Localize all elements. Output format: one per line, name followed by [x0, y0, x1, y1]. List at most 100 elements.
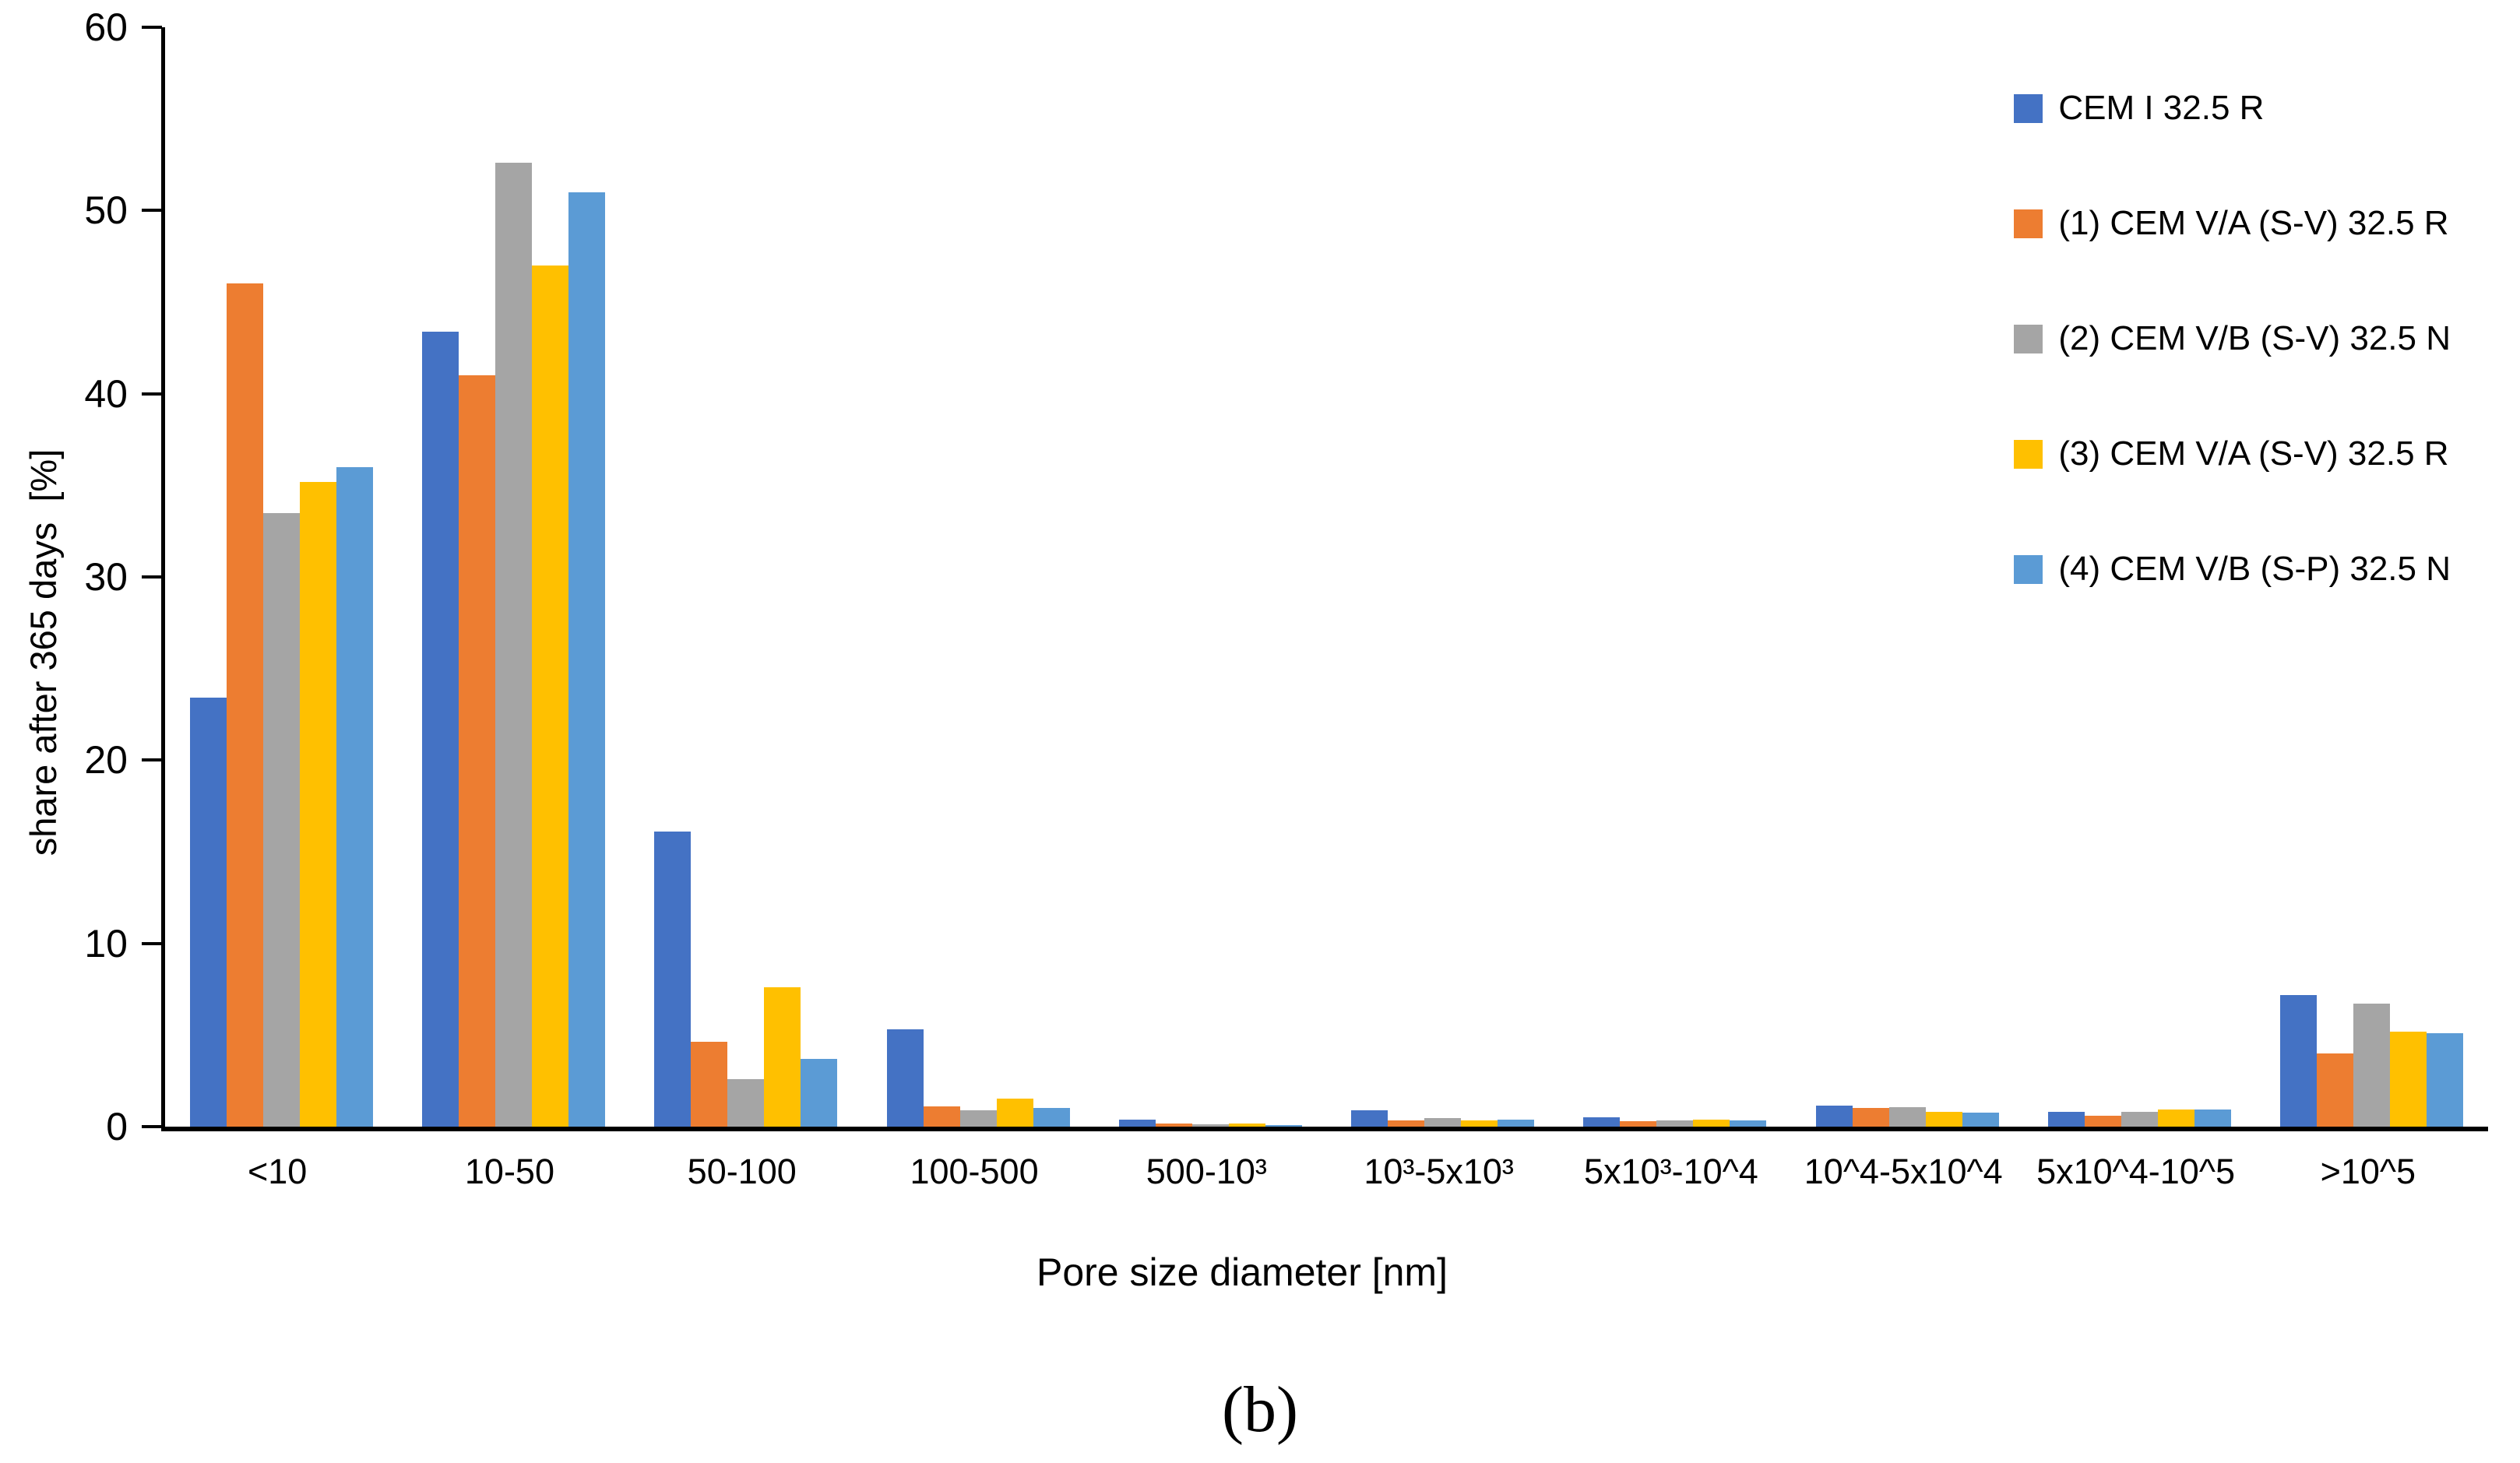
bar — [691, 1041, 728, 1127]
bar — [1424, 1118, 1462, 1127]
bar-group — [397, 27, 629, 1127]
bar — [1925, 1112, 1962, 1127]
y-tick-mark — [142, 1125, 162, 1128]
legend-swatch — [2014, 93, 2043, 123]
bar-group — [2256, 27, 2488, 1127]
bar-groups — [165, 27, 2488, 1127]
y-axis-title: share after 365 days [%] — [23, 448, 64, 856]
bar — [299, 481, 336, 1127]
bar — [494, 163, 532, 1127]
bar — [2158, 1109, 2195, 1127]
x-tick-label: 500-10³ — [1146, 1152, 1267, 1191]
y-tick-label: 40 — [84, 371, 128, 416]
x-axis-title: Pore size diameter [nm] — [1037, 1250, 1448, 1294]
bar-group — [1094, 27, 1326, 1127]
bar — [1265, 1124, 1302, 1127]
plot-area: 0 10 20 30 40 50 60 CEM I 32.5 R (1) CEM V/A (S… — [84, 8, 2488, 1146]
bar — [996, 1098, 1033, 1127]
bar — [654, 832, 692, 1127]
y-tick-label: 20 — [84, 738, 128, 782]
y-tick-label: 60 — [84, 5, 128, 49]
legend-item: (1) CEM V/A (S-V) 32.5 R — [2014, 206, 2451, 241]
legend-item: CEM I 32.5 R — [2014, 91, 2451, 125]
legend: CEM I 32.5 R (1) CEM V/A (S-V) 32.5 R (2) … — [2014, 91, 2451, 667]
x-axis-labels: <10 10-50 50-100 100-500 500-10³ 10³-5x10³ 5x1… — [161, 1151, 2484, 1193]
legend-swatch — [2014, 209, 2043, 238]
y-tick-label: 50 — [84, 188, 128, 233]
y-tick-label: 30 — [84, 555, 128, 599]
bar — [1228, 1124, 1265, 1127]
x-tick-label: >10^5 — [2320, 1152, 2416, 1191]
bar — [1388, 1120, 1425, 1127]
bar — [1191, 1124, 1229, 1127]
bar — [568, 192, 605, 1127]
bar — [2121, 1112, 2159, 1127]
x-tick-label: 5x10³-10^4 — [1584, 1152, 1758, 1191]
x-tick-label: 5x10^4-10^5 — [2036, 1152, 2235, 1191]
x-tick-label: 100-500 — [910, 1152, 1039, 1191]
legend-item: (4) CEM V/B (S-P) 32.5 N — [2014, 552, 2451, 586]
bar — [1461, 1120, 1498, 1127]
y-tick-mark — [142, 575, 162, 579]
bar — [2048, 1112, 2085, 1127]
bar — [2390, 1031, 2427, 1127]
legend-swatch — [2014, 554, 2043, 584]
legend-label: (4) CEM V/B (S-P) 32.5 N — [2058, 550, 2451, 588]
bar-group — [2023, 27, 2255, 1127]
bar — [959, 1110, 997, 1127]
bar — [189, 698, 227, 1127]
y-tick-mark — [142, 392, 162, 396]
x-tick-label: 10³-5x10³ — [1364, 1152, 1514, 1191]
bar — [923, 1106, 960, 1127]
bar — [458, 375, 495, 1127]
bar — [1962, 1113, 1999, 1127]
bar — [1583, 1117, 1621, 1127]
bar — [727, 1078, 765, 1127]
bar — [1351, 1110, 1388, 1127]
bar-group — [1559, 27, 1791, 1127]
legend-swatch — [2014, 439, 2043, 469]
x-tick-label: 10^4-5x10^4 — [1804, 1152, 2003, 1191]
legend-label: CEM I 32.5 R — [2058, 89, 2265, 127]
bar-group — [1791, 27, 2023, 1127]
bar — [421, 331, 459, 1127]
bar — [764, 987, 801, 1127]
bar — [262, 512, 300, 1127]
legend-label: (1) CEM V/A (S-V) 32.5 R — [2058, 204, 2449, 242]
bar — [2085, 1115, 2122, 1127]
bar — [1033, 1108, 1070, 1127]
bar — [336, 466, 373, 1127]
x-tick-label: 10-50 — [464, 1152, 554, 1191]
bar — [1155, 1124, 1192, 1127]
bar — [1730, 1120, 1767, 1127]
x-tick-label: 50-100 — [687, 1152, 797, 1191]
y-tick-label: 10 — [84, 921, 128, 965]
bar — [226, 283, 263, 1127]
bar — [1888, 1107, 1926, 1127]
x-tick-label: <10 — [247, 1152, 308, 1191]
y-tick-mark — [142, 941, 162, 945]
bar — [801, 1058, 838, 1127]
bar — [2194, 1109, 2232, 1127]
legend-label: (3) CEM V/A (S-V) 32.5 R — [2058, 434, 2449, 473]
bar — [2353, 1004, 2391, 1127]
bar-group — [1326, 27, 1558, 1127]
legend-label: (2) CEM V/B (S-V) 32.5 N — [2058, 319, 2451, 357]
y-tick-mark — [142, 26, 162, 29]
y-tick-label: 0 — [106, 1105, 128, 1148]
legend-item: (2) CEM V/B (S-V) 32.5 N — [2014, 322, 2451, 356]
bar-group — [862, 27, 1094, 1127]
bar — [1852, 1108, 1889, 1127]
bar — [2427, 1032, 2464, 1127]
bar — [2317, 1053, 2354, 1127]
bar — [886, 1029, 924, 1127]
bar-group — [630, 27, 862, 1127]
figure-caption: (b) — [1222, 1373, 1298, 1446]
bar — [531, 265, 568, 1127]
legend-swatch — [2014, 324, 2043, 353]
bar-group — [165, 27, 397, 1127]
y-tick-mark — [142, 758, 162, 762]
bar — [1118, 1119, 1156, 1127]
legend-item: (3) CEM V/A (S-V) 32.5 R — [2014, 437, 2451, 471]
